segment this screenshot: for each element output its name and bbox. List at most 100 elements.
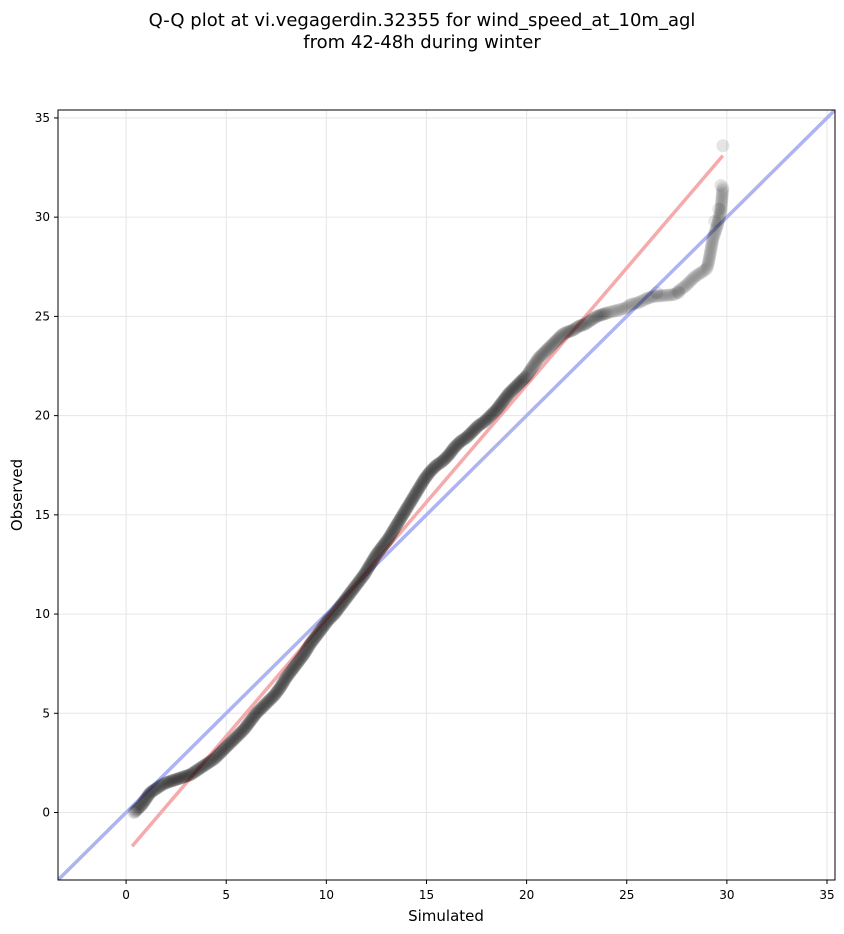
quantile-point	[623, 298, 637, 312]
quantile-point	[707, 228, 721, 242]
quantile-point	[579, 317, 593, 331]
quantile-point	[586, 312, 600, 326]
quantile-point	[615, 302, 629, 316]
quantile-point	[436, 453, 450, 467]
quantile-point	[308, 630, 322, 644]
quantile-point	[535, 348, 549, 362]
quantile-point	[417, 472, 431, 486]
quantile-point	[152, 780, 166, 794]
quantile-point	[242, 715, 256, 729]
quantile-point	[300, 642, 314, 656]
quantile-point	[170, 772, 184, 786]
quantile-point	[528, 356, 542, 370]
quantile-point	[672, 284, 686, 298]
quantile-point	[710, 219, 724, 233]
quantile-point	[448, 440, 462, 454]
quantile-point	[702, 254, 716, 268]
quantile-point	[308, 631, 322, 645]
quantile-point	[310, 628, 324, 642]
quantile-point	[538, 345, 552, 359]
quantile-point	[135, 798, 149, 812]
quantile-point	[375, 540, 389, 554]
quantile-point	[576, 318, 590, 332]
quantile-point	[429, 458, 443, 472]
quantile-point	[243, 714, 257, 728]
quantile-point	[129, 804, 143, 818]
quantile-point	[303, 638, 317, 652]
quantile-point	[261, 694, 275, 708]
quantile-point	[163, 775, 177, 789]
quantile-point	[276, 677, 290, 691]
quantile-point	[533, 350, 547, 364]
quantile-point	[215, 744, 229, 758]
quantile-point	[708, 227, 722, 241]
quantile-point	[275, 678, 289, 692]
quantile-point	[682, 276, 696, 290]
quantile-point	[365, 555, 379, 569]
quantile-point	[332, 601, 346, 615]
quantile-point	[237, 722, 251, 736]
quantile-point	[292, 654, 306, 668]
quantile-point	[165, 774, 179, 788]
quantile-point	[383, 529, 397, 543]
quantile-point	[155, 778, 169, 792]
quantile-point	[447, 442, 461, 456]
quantile-point	[397, 506, 411, 520]
quantile-point	[578, 317, 592, 331]
quantile-point	[395, 509, 409, 523]
x-tick-label: 30	[719, 888, 734, 902]
quantile-point	[195, 760, 209, 774]
quantile-point	[375, 541, 389, 555]
quantile-point	[714, 199, 728, 213]
quantile-point	[262, 693, 276, 707]
quantile-point	[527, 358, 541, 372]
quantile-point	[244, 713, 258, 727]
x-tick-label: 5	[222, 888, 230, 902]
quantile-point	[495, 396, 509, 410]
quantile-point	[445, 444, 459, 458]
quantile-point	[590, 309, 604, 323]
quantile-point	[561, 325, 575, 339]
quantile-point	[513, 376, 527, 390]
quantile-point	[712, 211, 726, 225]
quantile-point	[305, 635, 319, 649]
quantile-point	[496, 394, 510, 408]
quantile-point	[225, 734, 239, 748]
quantile-point	[280, 669, 294, 683]
quantile-point	[314, 623, 328, 637]
quantile-point	[709, 223, 723, 237]
quantile-point	[289, 658, 303, 672]
quantile-point	[357, 569, 371, 583]
quantile-point	[391, 516, 405, 530]
quantile-point	[614, 302, 628, 316]
quantile-point	[520, 368, 534, 382]
quantile-point	[645, 290, 659, 304]
quantile-point	[299, 644, 313, 658]
quantile-point	[457, 432, 471, 446]
quantile-point	[272, 682, 286, 696]
quantile-point	[274, 679, 288, 693]
quantile-point	[311, 627, 325, 641]
quantile-point	[198, 758, 212, 772]
quantile-point	[166, 773, 180, 787]
quantile-point	[563, 324, 577, 338]
quantile-point	[317, 619, 331, 633]
quantile-point	[599, 306, 613, 320]
quantile-point	[701, 258, 715, 272]
quantile-point	[256, 699, 270, 713]
quantile-point	[368, 550, 382, 564]
quantile-point	[592, 309, 606, 323]
quantile-point	[606, 304, 620, 318]
quantile-point	[709, 224, 723, 238]
quantile-point	[385, 525, 399, 539]
quantile-point	[260, 695, 274, 709]
quantile-point	[387, 522, 401, 536]
quantile-point	[168, 773, 182, 787]
quantile-point	[460, 430, 474, 444]
quantile-point	[224, 735, 238, 749]
quantile-point	[715, 186, 729, 200]
x-tick-label: 35	[819, 888, 834, 902]
quantile-point	[255, 700, 269, 714]
quantile-point	[494, 397, 508, 411]
